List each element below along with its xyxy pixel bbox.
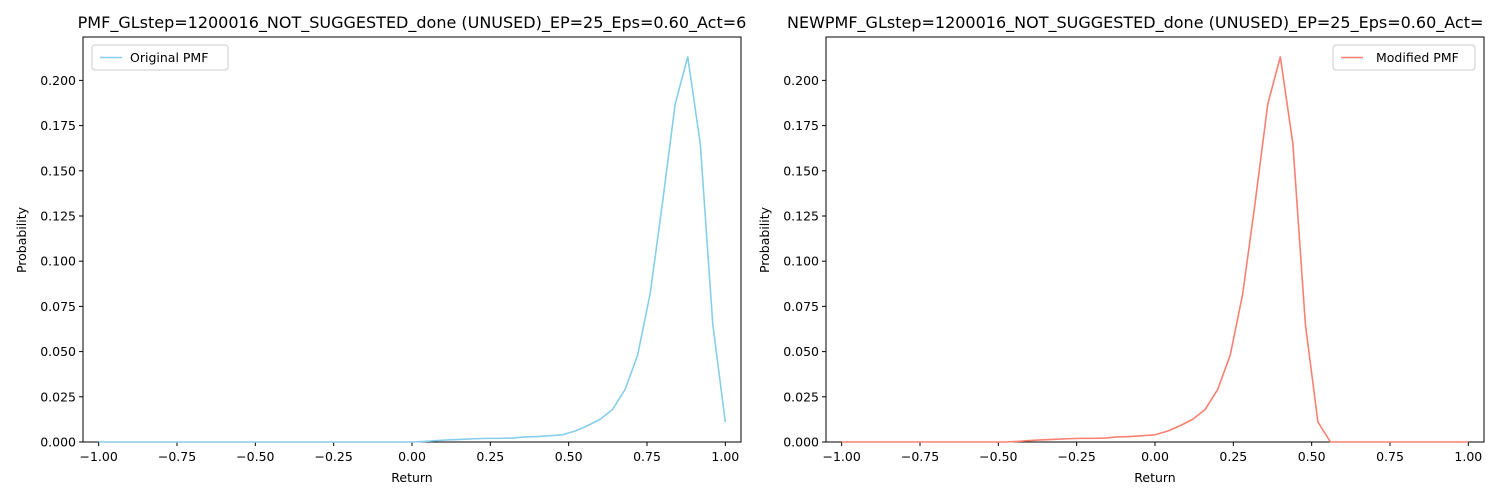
left-legend-box	[91, 44, 229, 71]
right-legend: Modified PMF	[1332, 44, 1476, 71]
left-y-tick-label: 0.075	[40, 299, 76, 314]
left-y-tick-label: 0.150	[40, 163, 76, 178]
left-x-tick-label: 0.25	[476, 449, 504, 464]
right-x-tick-label: −0.50	[979, 449, 1017, 464]
left-x-tick-label: 0.00	[398, 449, 426, 464]
left-y-tick-label: 0.175	[40, 118, 76, 133]
left-chart-panel: PMF_GLstep=1200016_NOT_SUGGESTED_done (U…	[14, 13, 746, 485]
right-chart-panel: NEWPMF_GLstep=1200016_NOT_SUGGESTED_done…	[757, 13, 1485, 485]
right-x-tick-label: 0.25	[1219, 449, 1247, 464]
right-legend-box	[1332, 44, 1476, 71]
right-y-tick-label: 0.175	[783, 118, 819, 133]
left-x-axis-label: Return	[391, 470, 432, 485]
right-y-tick-label: 0.075	[783, 299, 819, 314]
right-x-tick-label: 0.00	[1141, 449, 1169, 464]
right-y-tick-label: 0.125	[783, 208, 819, 223]
left-x-axis: −1.00 −0.75 −0.50 −0.25 0.00 0.25 0.50 0.75 1.00	[80, 442, 739, 464]
right-x-axis: −1.00 −0.75 −0.50 −0.25 0.00 0.25 0.50 0.75 1.00	[823, 442, 1482, 464]
left-y-axis-label: Probability	[14, 206, 29, 273]
left-x-tick-label: 1.00	[711, 449, 739, 464]
right-x-tick-label: 0.50	[1298, 449, 1326, 464]
right-x-tick-label: 0.75	[1376, 449, 1404, 464]
right-modified-pmf-line	[841, 56, 1469, 443]
left-y-tick-label: 0.100	[40, 254, 76, 269]
right-x-axis-label: Return	[1134, 470, 1175, 485]
right-x-tick-label: −1.00	[823, 449, 861, 464]
right-y-tick-label: 0.025	[783, 389, 819, 404]
right-y-tick-label: 0.100	[783, 254, 819, 269]
left-plot-area	[82, 36, 742, 443]
left-x-tick-label: −0.25	[315, 449, 353, 464]
left-x-tick-label: −1.00	[80, 449, 118, 464]
left-y-tick-label: 0.200	[40, 73, 76, 88]
left-y-tick-label: 0.000	[40, 435, 76, 450]
right-y-tick-label: 0.050	[783, 344, 819, 359]
right-x-tick-label: 1.00	[1454, 449, 1482, 464]
right-legend-label: Modified PMF	[1376, 50, 1459, 65]
left-y-tick-label: 0.050	[40, 344, 76, 359]
left-y-axis: 0.000 0.025 0.050 0.075 0.100 0.125 0.150 0.175…	[40, 73, 83, 450]
left-x-tick-label: −0.75	[158, 449, 196, 464]
right-plot-area	[825, 36, 1485, 443]
right-y-axis: 0.000 0.025 0.050 0.075 0.100 0.125 0.150 0.175…	[783, 73, 826, 450]
right-x-tick-label: −0.25	[1058, 449, 1096, 464]
left-legend: Original PMF	[91, 44, 229, 71]
right-y-tick-label: 0.150	[783, 163, 819, 178]
left-chart-title: PMF_GLstep=1200016_NOT_SUGGESTED_done (U…	[78, 13, 747, 33]
left-y-tick-label: 0.125	[40, 208, 76, 223]
left-x-tick-label: −0.50	[236, 449, 274, 464]
right-y-tick-label: 0.200	[783, 73, 819, 88]
left-x-tick-label: 0.50	[555, 449, 583, 464]
left-legend-label: Original PMF	[130, 50, 208, 65]
right-y-tick-label: 0.000	[783, 435, 819, 450]
left-y-tick-label: 0.025	[40, 389, 76, 404]
right-x-tick-label: −0.75	[901, 449, 939, 464]
left-original-pmf-line	[98, 56, 727, 443]
left-x-tick-label: 0.75	[633, 449, 661, 464]
right-y-axis-label: Probability	[757, 206, 772, 273]
right-chart-title: NEWPMF_GLstep=1200016_NOT_SUGGESTED_done…	[787, 13, 1483, 33]
